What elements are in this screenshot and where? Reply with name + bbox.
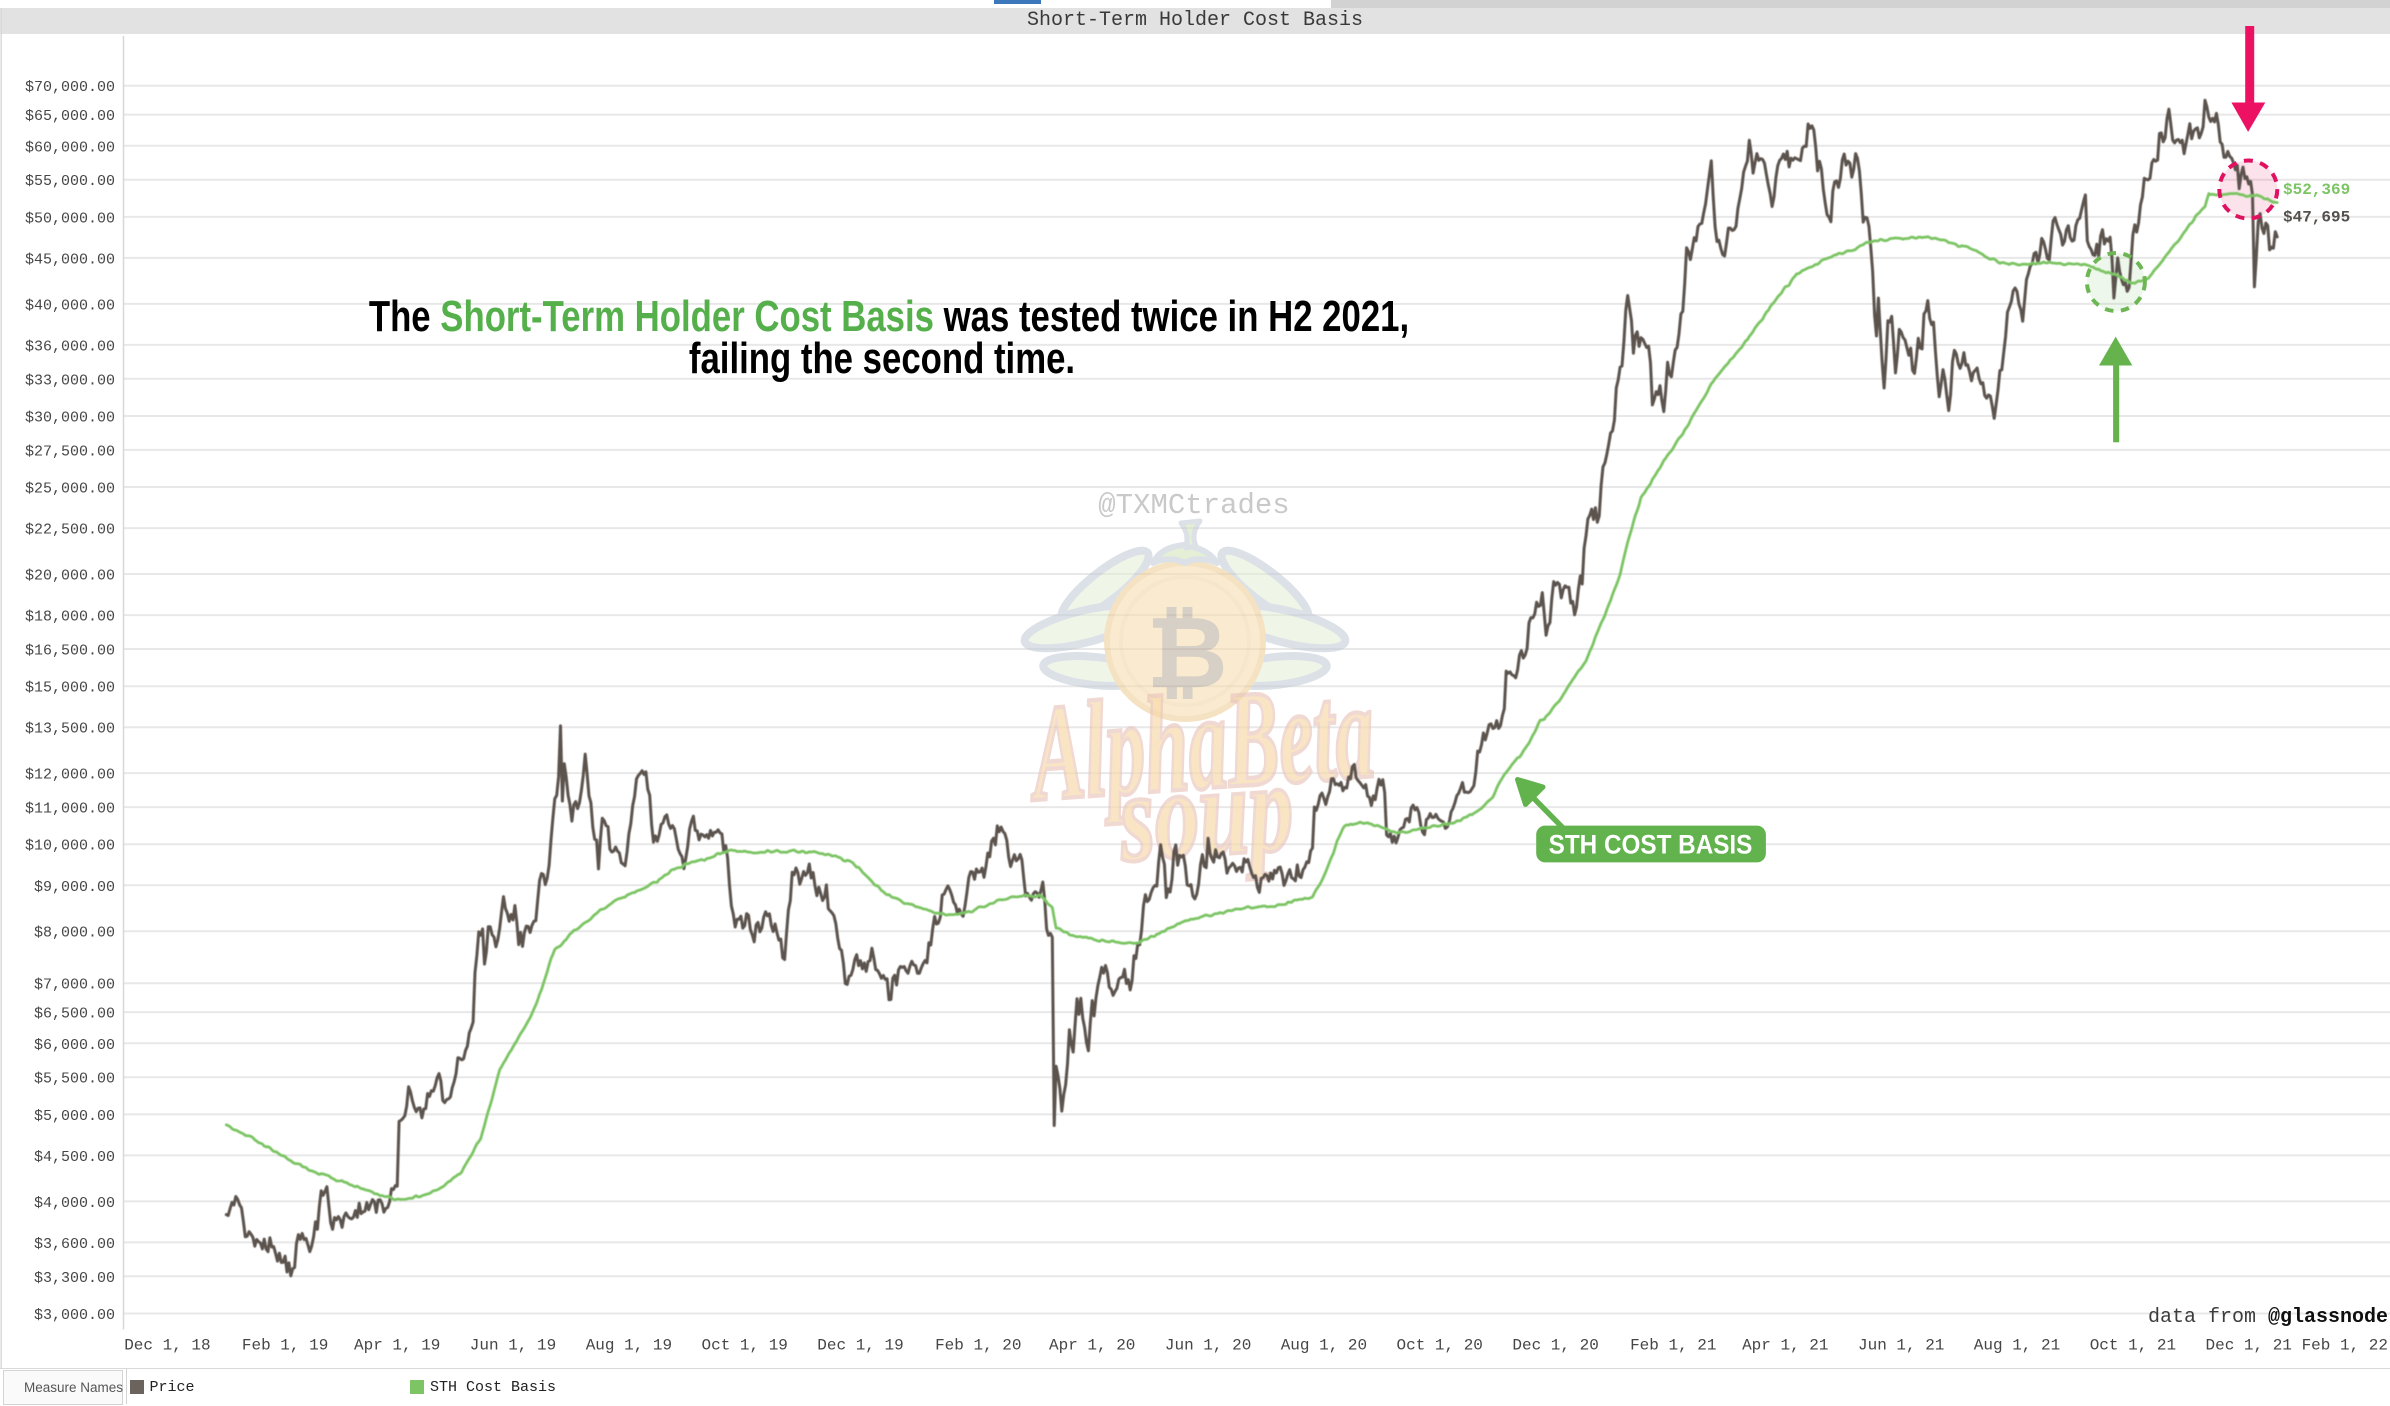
svg-text:$65,000.00: $65,000.00 xyxy=(25,108,115,125)
svg-text:$47,695: $47,695 xyxy=(2283,209,2350,227)
svg-text:failing the second time.: failing the second time. xyxy=(689,334,1075,383)
svg-text:$6,500.00: $6,500.00 xyxy=(34,1006,115,1023)
svg-text:$36,000.00: $36,000.00 xyxy=(25,338,115,355)
svg-text:$20,000.00: $20,000.00 xyxy=(25,568,115,585)
svg-text:$4,000.00: $4,000.00 xyxy=(34,1195,115,1212)
svg-text:$55,000.00: $55,000.00 xyxy=(25,173,115,190)
svg-text:₿: ₿ xyxy=(1146,597,1228,709)
svg-text:$13,500.00: $13,500.00 xyxy=(25,721,115,738)
svg-text:$16,500.00: $16,500.00 xyxy=(25,643,115,660)
svg-text:$50,000.00: $50,000.00 xyxy=(25,210,115,227)
svg-text:Feb 1, 22: Feb 1, 22 xyxy=(2302,1337,2388,1355)
svg-text:$8,000.00: $8,000.00 xyxy=(34,925,115,942)
svg-text:Apr 1, 20: Apr 1, 20 xyxy=(1049,1337,1135,1355)
svg-text:$3,300.00: $3,300.00 xyxy=(34,1270,115,1287)
svg-text:STH COST BASIS: STH COST BASIS xyxy=(1549,830,1753,859)
svg-text:Oct 1, 19: Oct 1, 19 xyxy=(701,1337,787,1355)
svg-text:$11,000.00: $11,000.00 xyxy=(25,801,115,818)
svg-text:Dec 1, 18: Dec 1, 18 xyxy=(124,1337,210,1355)
svg-text:$4,500.00: $4,500.00 xyxy=(34,1149,115,1166)
svg-text:$10,000.00: $10,000.00 xyxy=(25,838,115,855)
svg-text:$5,000.00: $5,000.00 xyxy=(34,1108,115,1125)
svg-text:Jun 1, 21: Jun 1, 21 xyxy=(1858,1337,1944,1355)
svg-text:data from @glassnode: data from @glassnode xyxy=(2148,1306,2388,1329)
svg-text:Dec 1, 19: Dec 1, 19 xyxy=(817,1337,903,1355)
svg-text:$52,369: $52,369 xyxy=(2283,181,2350,199)
svg-text:Dec 1, 21: Dec 1, 21 xyxy=(2205,1337,2291,1355)
svg-text:The Short-Term Holder Cost Bas: The Short-Term Holder Cost Basis was tes… xyxy=(369,292,1409,341)
svg-text:$45,000.00: $45,000.00 xyxy=(25,251,115,268)
svg-text:Aug 1, 19: Aug 1, 19 xyxy=(586,1337,672,1355)
svg-text:$6,000.00: $6,000.00 xyxy=(34,1037,115,1054)
svg-text:Aug 1, 21: Aug 1, 21 xyxy=(1974,1337,2060,1355)
svg-text:$30,000.00: $30,000.00 xyxy=(25,410,115,427)
svg-text:$7,000.00: $7,000.00 xyxy=(34,977,115,994)
svg-text:Apr 1, 19: Apr 1, 19 xyxy=(354,1337,440,1355)
svg-text:Jun 1, 19: Jun 1, 19 xyxy=(470,1337,556,1355)
svg-text:$9,000.00: $9,000.00 xyxy=(34,879,115,896)
svg-text:Aug 1, 20: Aug 1, 20 xyxy=(1281,1337,1367,1355)
svg-text:Feb 1, 20: Feb 1, 20 xyxy=(935,1337,1021,1355)
svg-text:$22,500.00: $22,500.00 xyxy=(25,522,115,539)
svg-text:Dec 1, 20: Dec 1, 20 xyxy=(1512,1337,1598,1355)
svg-text:Oct 1, 20: Oct 1, 20 xyxy=(1396,1337,1482,1355)
svg-text:Apr 1, 21: Apr 1, 21 xyxy=(1742,1337,1828,1355)
svg-text:$12,000.00: $12,000.00 xyxy=(25,767,115,784)
svg-text:Oct 1, 21: Oct 1, 21 xyxy=(2090,1337,2176,1355)
svg-text:$18,000.00: $18,000.00 xyxy=(25,609,115,626)
svg-text:$60,000.00: $60,000.00 xyxy=(25,139,115,156)
svg-text:@TXMCtrades: @TXMCtrades xyxy=(1098,489,1289,522)
svg-text:Jun 1, 20: Jun 1, 20 xyxy=(1165,1337,1251,1355)
svg-text:$40,000.00: $40,000.00 xyxy=(25,297,115,314)
svg-text:$3,600.00: $3,600.00 xyxy=(34,1236,115,1253)
svg-text:Feb 1, 21: Feb 1, 21 xyxy=(1630,1337,1716,1355)
svg-text:$33,000.00: $33,000.00 xyxy=(25,372,115,389)
svg-text:$27,500.00: $27,500.00 xyxy=(25,443,115,460)
svg-text:$70,000.00: $70,000.00 xyxy=(25,79,115,96)
svg-text:$3,000.00: $3,000.00 xyxy=(34,1307,115,1324)
svg-text:$25,000.00: $25,000.00 xyxy=(25,481,115,498)
svg-text:$15,000.00: $15,000.00 xyxy=(25,680,115,697)
svg-text:Feb 1, 19: Feb 1, 19 xyxy=(242,1337,328,1355)
svg-text:$5,500.00: $5,500.00 xyxy=(34,1071,115,1088)
